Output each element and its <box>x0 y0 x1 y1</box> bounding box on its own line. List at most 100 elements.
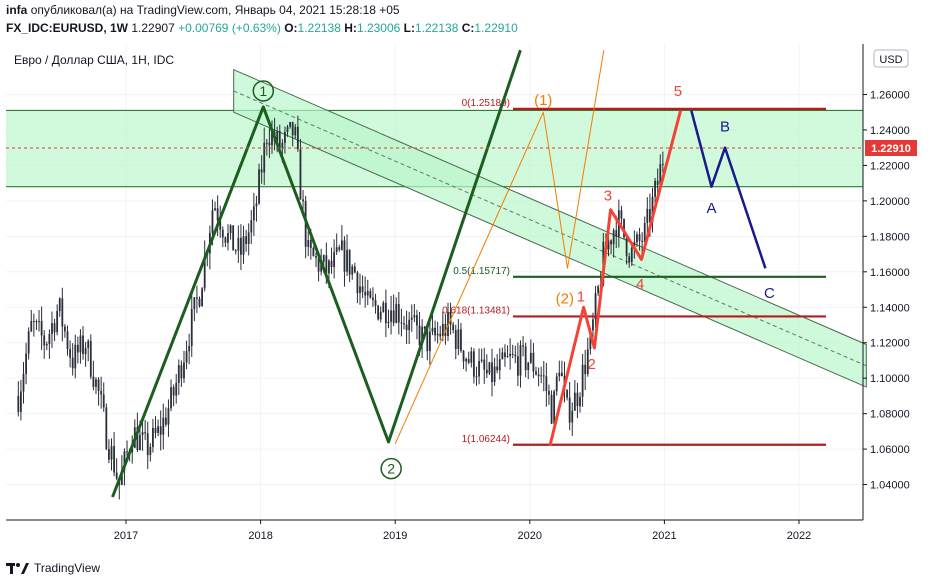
candle-body <box>633 242 636 248</box>
candle-body <box>659 164 662 186</box>
candle-body <box>661 163 664 165</box>
fib-levels: 0(1.25189) 0.5(1.15717) 0.618(1.13481) 1(1.… <box>442 98 826 446</box>
high-label: H: <box>344 21 357 35</box>
candle-body <box>276 130 279 142</box>
candle-body <box>250 220 253 233</box>
candle-body <box>384 302 387 324</box>
candle-body <box>343 240 346 272</box>
fib-level-label: 0.5(1.15717) <box>453 266 510 277</box>
candle-body <box>397 304 400 323</box>
wave-circle-marker <box>380 457 402 480</box>
publish-info: infa опубликовал(а) на TradingView.com, … <box>6 3 400 17</box>
candle-body <box>330 260 333 267</box>
candle-body <box>265 142 268 144</box>
candle-body <box>369 291 372 298</box>
wave-label: B <box>720 118 730 135</box>
candle-body <box>61 298 64 327</box>
candle-body <box>550 394 553 424</box>
candle-body <box>27 331 30 354</box>
low-label: L: <box>403 21 415 35</box>
candle-body <box>315 255 317 258</box>
candle-body <box>232 225 235 251</box>
candle-body <box>623 218 625 238</box>
candle-body <box>441 323 444 337</box>
wave-label: 2 <box>387 461 395 477</box>
candle-body <box>548 391 550 395</box>
candle-body <box>470 351 473 363</box>
candle-body <box>340 240 343 250</box>
candle-body <box>646 208 649 224</box>
candle-body <box>428 331 431 352</box>
candle-body <box>167 408 170 425</box>
candle-body <box>164 417 167 425</box>
candle-body <box>366 291 369 296</box>
candle-body <box>48 334 51 344</box>
candle-body <box>522 345 524 347</box>
candle-body <box>535 371 537 375</box>
candle-body <box>553 391 556 424</box>
candle-body <box>579 396 581 407</box>
candle-body <box>537 374 540 377</box>
candle-body <box>460 329 462 351</box>
candle-body <box>379 311 382 320</box>
candle-body <box>193 297 196 310</box>
time-axis[interactable]: 2017 2018 2019 2020 2021 2022 <box>114 520 811 542</box>
wave-line-navy <box>690 110 767 269</box>
candle-body <box>271 131 273 146</box>
candle-body <box>581 364 584 397</box>
x-tick-label: 2021 <box>652 530 676 542</box>
candle-body <box>413 314 416 318</box>
candle-body <box>139 434 141 450</box>
trend-channel <box>233 68 867 388</box>
candle-body <box>444 323 447 337</box>
candle-body <box>607 240 610 250</box>
tradingview-logo-icon <box>6 563 29 574</box>
price-axis[interactable]: 1.04000 1.06000 1.08000 1.10000 1.12000 1.140… <box>863 90 910 492</box>
candle-body <box>268 142 271 146</box>
wave-label: 4 <box>636 276 644 293</box>
candle-body <box>333 251 336 267</box>
candle-body <box>359 286 361 294</box>
y-tick-label: 1.18000 <box>870 231 910 243</box>
candle-body <box>214 208 216 211</box>
candle-body <box>392 310 395 323</box>
usd-button[interactable]: USD <box>873 49 909 68</box>
candle-body <box>480 359 483 361</box>
candle-body <box>540 375 543 377</box>
candle-body <box>115 472 118 479</box>
candle-body <box>175 382 178 396</box>
candle-body <box>498 359 501 371</box>
candle-body <box>113 446 115 473</box>
candle-body <box>30 321 33 332</box>
high-value: 1.23006 <box>356 21 401 35</box>
candle-body <box>328 260 330 274</box>
candle-body <box>66 331 69 349</box>
y-tick-label: 1.20000 <box>870 196 910 208</box>
change-value: +0.00769 (+0.63%) <box>178 21 281 35</box>
candle-body <box>170 387 172 409</box>
tradingview-footer[interactable]: TradingView <box>6 561 100 575</box>
open-label: O: <box>284 21 298 35</box>
candle-body <box>491 362 493 383</box>
candle-body <box>196 297 198 299</box>
candle-body <box>545 376 548 392</box>
candle-body <box>255 203 258 207</box>
candle-body <box>159 426 162 435</box>
candle-body <box>126 451 128 453</box>
candle-body <box>483 359 486 370</box>
y-tick-label: 1.10000 <box>870 373 910 385</box>
candle-body <box>594 293 597 320</box>
candle-body <box>364 291 367 296</box>
y-tick-label: 1.12000 <box>870 338 910 350</box>
candle-body <box>488 362 491 374</box>
author-name[interactable]: infa <box>6 3 28 17</box>
candle-body <box>154 427 157 433</box>
candle-body <box>51 323 53 335</box>
candle-body <box>506 356 509 358</box>
candle-body <box>123 451 126 470</box>
candle-body <box>53 323 56 333</box>
candle-body <box>615 230 618 237</box>
y-tick-label: 1.14000 <box>870 302 910 314</box>
